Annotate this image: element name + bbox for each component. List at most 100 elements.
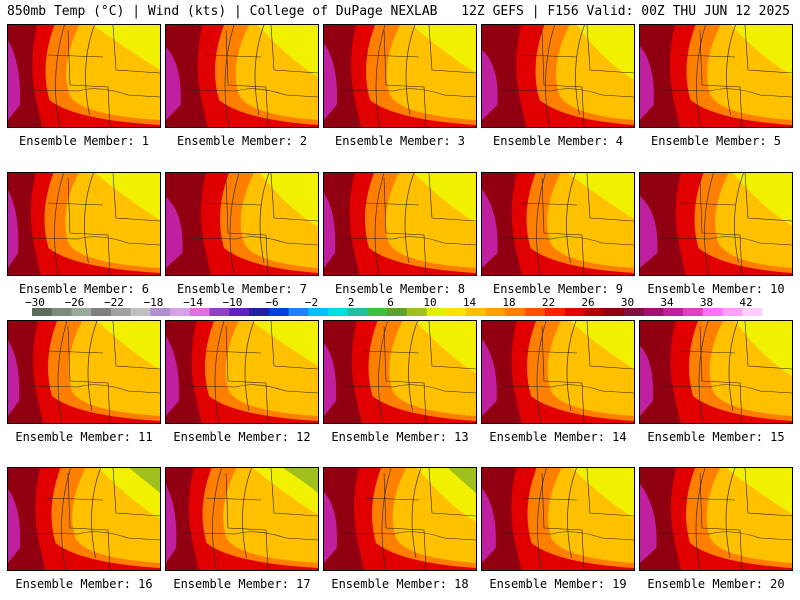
ensemble-member-label: Ensemble Member: 4: [492, 134, 624, 148]
colorbar-strip: [32, 308, 762, 316]
colorbar-tick-label: 42: [739, 296, 753, 309]
ensemble-member-label: Ensemble Member: 3: [334, 134, 466, 148]
map-title: 850mb Temp (°C) | Wind (kts) | College o…: [7, 4, 438, 19]
colorbar-swatch: [308, 308, 329, 316]
colorbar-tick-label: 10: [423, 296, 437, 309]
colorbar-swatch: [150, 308, 171, 316]
ensemble-member-label: Ensemble Member: 12: [173, 430, 311, 444]
colorbar-swatch: [485, 308, 507, 316]
colorbar-swatch: [229, 308, 250, 316]
colorbar-swatch: [347, 308, 368, 316]
colorbar-tick-label: 14: [462, 296, 477, 309]
temperature-map: [166, 25, 318, 127]
ensemble-member-label: Ensemble Member: 1: [18, 134, 150, 148]
ensemble-member-label: Ensemble Member: 14: [489, 430, 627, 444]
colorbar-tick-label: −2: [304, 296, 319, 309]
ensemble-member-label: Ensemble Member: 5: [650, 134, 782, 148]
temperature-map: [640, 173, 792, 275]
colorbar-swatch: [643, 308, 664, 316]
colorbar-swatch: [170, 308, 191, 316]
ensemble-member-label: Ensemble Member: 9: [492, 282, 624, 296]
ensemble-map-panel: [165, 172, 319, 276]
temperature-map: [166, 321, 318, 423]
colorbar-swatch: [584, 308, 605, 316]
ensemble-map-panel: [323, 320, 477, 424]
ensemble-member-label: Ensemble Member: 16: [15, 577, 153, 591]
colorbar-swatch: [446, 308, 467, 316]
colorbar-swatch: [564, 308, 585, 316]
ensemble-member-label: Ensemble Member: 20: [647, 577, 785, 591]
colorbar-tick-label: 34: [660, 296, 674, 309]
colorbar-swatch: [722, 308, 743, 316]
ensemble-map-panel: [639, 320, 793, 424]
ensemble-member-label: Ensemble Member: 6: [18, 282, 150, 296]
colorbar-tick-label: −30: [25, 296, 45, 309]
colorbar-tick-label: 18: [502, 296, 516, 309]
colorbar-swatch: [742, 308, 762, 316]
colorbar-swatch: [189, 308, 211, 316]
ensemble-map-panel: [639, 24, 793, 128]
colorbar-swatch: [288, 308, 309, 316]
colorbar-swatch: [387, 308, 408, 316]
colorbar-swatch: [367, 308, 388, 316]
ensemble-map-panel: [481, 172, 635, 276]
colorbar-swatch: [683, 308, 704, 316]
temperature-map: [324, 468, 476, 570]
colorbar-swatch: [51, 308, 72, 316]
colorbar-swatch: [91, 308, 112, 316]
temperature-map: [8, 173, 160, 275]
temperature-map: [640, 468, 792, 570]
temperature-map: [324, 173, 476, 275]
colorbar-swatch: [604, 308, 625, 316]
ensemble-map-panel: [639, 172, 793, 276]
colorbar-swatch: [623, 308, 645, 316]
colorbar-tick-label: 6: [387, 296, 394, 309]
colorbar-swatch: [505, 308, 526, 316]
ensemble-map-panel: [165, 467, 319, 571]
temperature-map: [482, 173, 634, 275]
colorbar-tick-label: −22: [104, 296, 124, 309]
colorbar-tick-label: −26: [64, 296, 85, 309]
ensemble-member-label: Ensemble Member: 13: [331, 430, 469, 444]
temperature-map: [8, 25, 160, 127]
colorbar-tick-label: −14: [183, 296, 203, 309]
colorbar-swatch: [466, 308, 487, 316]
ensemble-member-label: Ensemble Member: 8: [334, 282, 466, 296]
ensemble-map-panel: [323, 467, 477, 571]
temperature-map: [8, 468, 160, 570]
ensemble-map-panel: [481, 320, 635, 424]
temperature-map: [166, 468, 318, 570]
ensemble-map-panel: [7, 467, 161, 571]
colorbar-swatch: [32, 308, 53, 316]
colorbar-tick-label: 30: [620, 296, 635, 309]
temperature-map: [640, 25, 792, 127]
ensemble-map-panel: [323, 24, 477, 128]
ensemble-map-panel: [165, 320, 319, 424]
colorbar-swatch: [426, 308, 447, 316]
ensemble-member-label: Ensemble Member: 15: [647, 430, 785, 444]
colorbar-swatch: [249, 308, 270, 316]
colorbar-tick-label: −18: [143, 296, 164, 309]
temperature-map: [166, 173, 318, 275]
colorbar-tick-label: 38: [699, 296, 714, 309]
colorbar-tick-label: 2: [347, 296, 355, 309]
ensemble-member-label: Ensemble Member: 18: [331, 577, 469, 591]
ensemble-map-panel: [481, 24, 635, 128]
temperature-map: [640, 321, 792, 423]
colorbar-swatch: [663, 308, 684, 316]
ensemble-member-label: Ensemble Member: 10: [647, 282, 785, 296]
ensemble-member-label: Ensemble Member: 19: [489, 577, 627, 591]
ensemble-map-panel: [7, 24, 161, 128]
colorbar-swatch: [544, 308, 566, 316]
ensemble-map-panel: [481, 467, 635, 571]
temperature-map: [482, 468, 634, 570]
ensemble-member-label: Ensemble Member: 17: [173, 577, 311, 591]
temperature-map: [324, 321, 476, 423]
colorbar-tick-label: 26: [581, 296, 595, 309]
temperature-map: [482, 321, 634, 423]
colorbar-swatch: [209, 308, 230, 316]
run-info: 12Z GEFS | F156 Valid: 00Z THU JUN 12 20…: [461, 4, 790, 19]
colorbar-swatch: [268, 308, 289, 316]
ensemble-map-panel: [323, 172, 477, 276]
temperature-map: [8, 321, 160, 423]
